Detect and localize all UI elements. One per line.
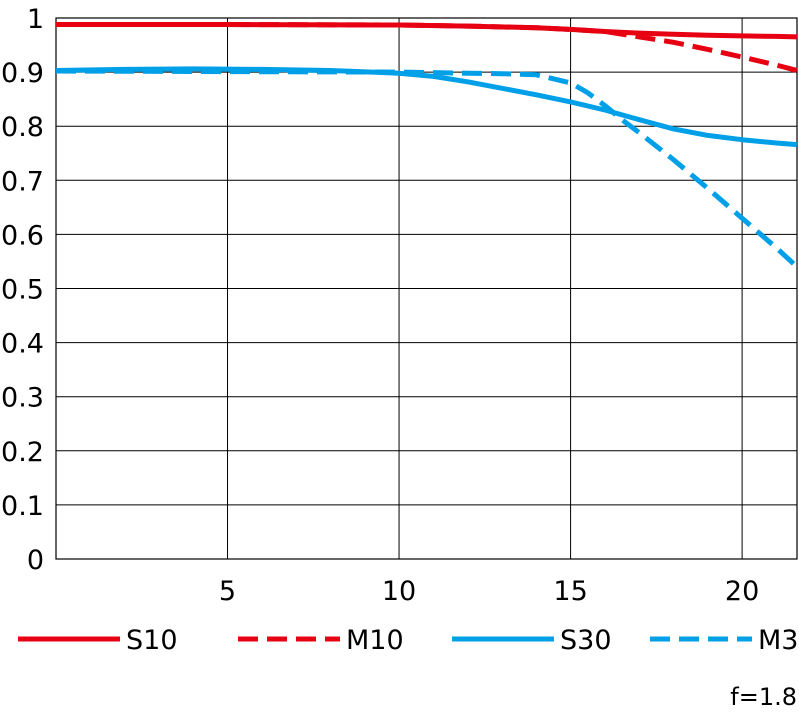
y-axis: 0 0.1 0.2 0.3 0.4 0.5 0.6 0.7 0.8 0.9 1 — [1, 4, 44, 576]
y-tick-label: 0.7 — [1, 166, 44, 197]
y-tick-label: 0.3 — [1, 383, 44, 414]
y-tick-label: 0.2 — [1, 437, 44, 468]
y-tick-label: 0.1 — [1, 491, 44, 522]
y-tick-label: 0.5 — [1, 275, 44, 306]
series-line-s30 — [55, 66, 798, 148]
y-tick-label: 0.6 — [1, 220, 44, 251]
aperture-annotation: f=1.8 — [730, 683, 797, 711]
legend: S10 M10 S30 M30 — [18, 625, 799, 656]
legend-label-s10: S10 — [126, 625, 178, 656]
y-tick-label: 1 — [27, 4, 44, 35]
legend-label-s30: S30 — [560, 625, 612, 656]
y-tick-label: 0.4 — [1, 329, 44, 360]
x-tick-label: 10 — [382, 576, 416, 607]
series-line-s10 — [56, 22, 798, 40]
x-tick-label: 5 — [219, 576, 236, 607]
grid — [55, 17, 798, 560]
series-line-m30 — [55, 68, 799, 269]
y-tick-label: 0 — [27, 545, 44, 576]
x-tick-label: 15 — [553, 576, 587, 607]
plot-series — [55, 22, 799, 269]
y-tick-label: 0.9 — [1, 58, 44, 89]
legend-label-m10: M10 — [346, 625, 404, 656]
x-tick-label: 20 — [725, 576, 759, 607]
series-line-m10 — [56, 22, 798, 73]
y-tick-label: 0.8 — [1, 112, 44, 143]
legend-label-m30: M30 — [758, 625, 799, 656]
x-axis: 5 10 15 20 — [219, 576, 759, 607]
